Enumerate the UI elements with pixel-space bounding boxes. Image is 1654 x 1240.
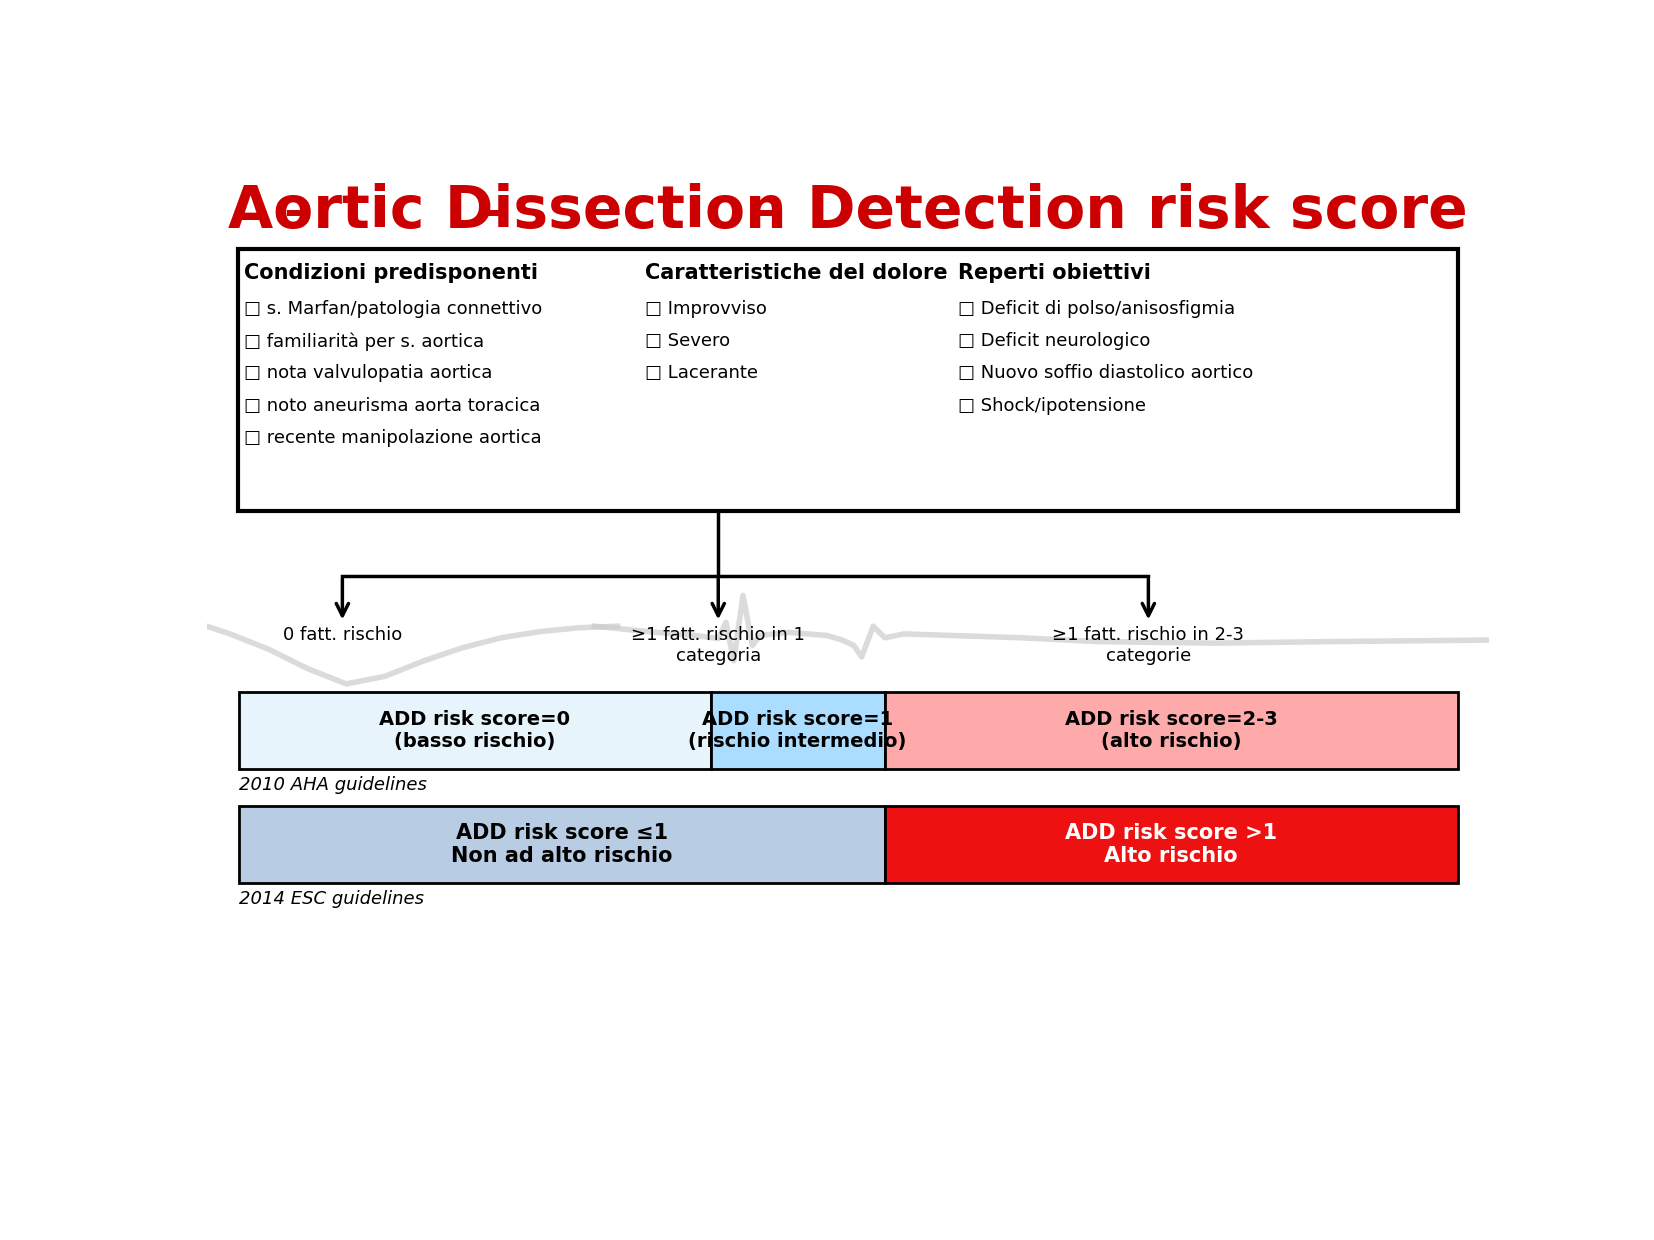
Text: □ Deficit neurologico: □ Deficit neurologico — [959, 332, 1151, 350]
Text: Aortic Dissection Detection risk score: Aortic Dissection Detection risk score — [228, 184, 1467, 241]
Text: □ Deficit di polso/anisosfigmia: □ Deficit di polso/anisosfigmia — [959, 300, 1236, 317]
Text: ≥1 fatt. rischio in 1
categoria: ≥1 fatt. rischio in 1 categoria — [632, 626, 805, 665]
Text: Caratteristiche del dolore: Caratteristiche del dolore — [645, 263, 948, 283]
Text: □ nota valvulopatia aortica: □ nota valvulopatia aortica — [243, 365, 493, 382]
Text: ≥1 fatt. rischio in 2-3
categorie: ≥1 fatt. rischio in 2-3 categorie — [1052, 626, 1244, 665]
FancyBboxPatch shape — [240, 692, 711, 769]
Text: □ Lacerante: □ Lacerante — [645, 365, 758, 382]
Text: ADD risk score >1
Alto rischio: ADD risk score >1 Alto rischio — [1065, 822, 1277, 866]
FancyBboxPatch shape — [238, 249, 1457, 511]
FancyBboxPatch shape — [885, 692, 1457, 769]
Text: □ recente manipolazione aortica: □ recente manipolazione aortica — [243, 429, 541, 448]
Text: ADD risk score ≤1
Non ad alto rischio: ADD risk score ≤1 Non ad alto rischio — [452, 822, 673, 866]
Text: Reperti obiettivi: Reperti obiettivi — [959, 263, 1151, 283]
Bar — [286, 210, 309, 216]
Text: □ familiarità per s. aortica: □ familiarità per s. aortica — [243, 332, 485, 351]
Text: ADD risk score=0
(basso rischio): ADD risk score=0 (basso rischio) — [379, 709, 571, 750]
Text: □ Nuovo soffio diastolico aortico: □ Nuovo soffio diastolico aortico — [959, 365, 1254, 382]
Bar — [481, 210, 504, 216]
Text: ADD risk score=1
(rischio intermedio): ADD risk score=1 (rischio intermedio) — [688, 709, 906, 750]
Text: □ s. Marfan/patologia connettivo: □ s. Marfan/patologia connettivo — [243, 300, 543, 317]
Text: 2014 ESC guidelines: 2014 ESC guidelines — [240, 890, 425, 909]
Text: 0 fatt. rischio: 0 fatt. rischio — [283, 626, 402, 645]
FancyBboxPatch shape — [711, 692, 885, 769]
FancyBboxPatch shape — [885, 806, 1457, 883]
Text: □ Shock/ipotensione: □ Shock/ipotensione — [959, 397, 1146, 414]
Bar — [753, 210, 776, 216]
Text: ADD risk score=2-3
(alto rischio): ADD risk score=2-3 (alto rischio) — [1065, 709, 1277, 750]
Text: □ Severo: □ Severo — [645, 332, 729, 350]
Text: Condizioni predisponenti: Condizioni predisponenti — [243, 263, 538, 283]
Text: □ Improvviso: □ Improvviso — [645, 300, 766, 317]
Text: 2010 AHA guidelines: 2010 AHA guidelines — [240, 776, 427, 795]
FancyBboxPatch shape — [240, 806, 885, 883]
Text: □ noto aneurisma aorta toracica: □ noto aneurisma aorta toracica — [243, 397, 541, 414]
